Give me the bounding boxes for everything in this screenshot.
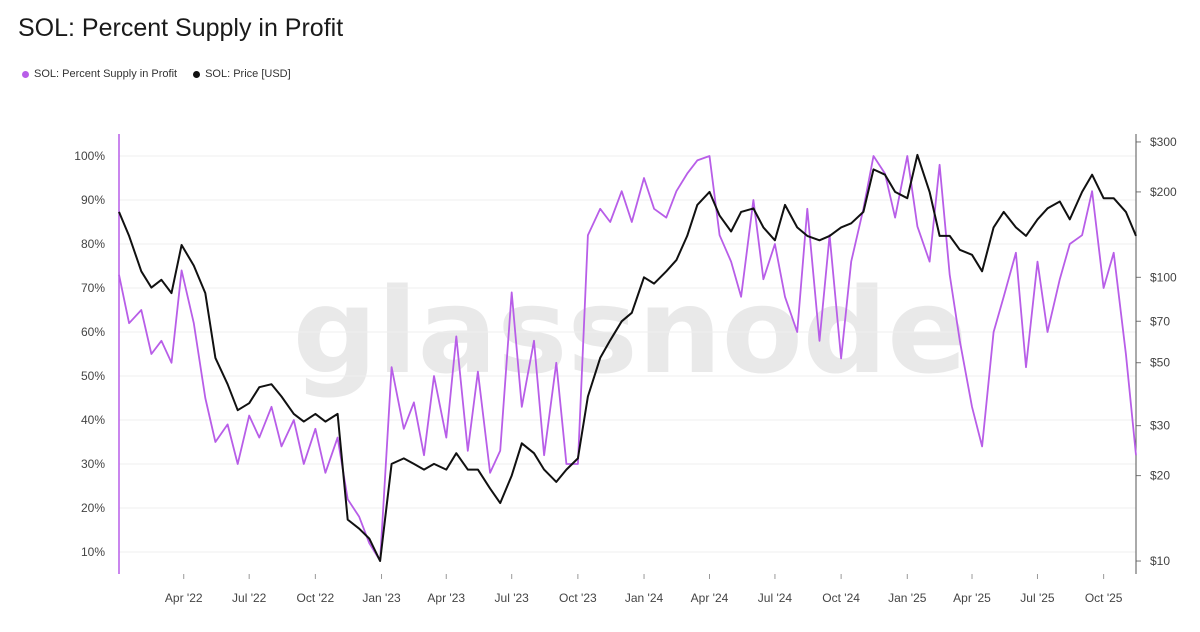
- x-tick-label: Apr '22: [165, 591, 203, 605]
- x-tick-label: Jul '22: [232, 591, 267, 605]
- x-tick-label: Jan '24: [625, 591, 664, 605]
- x-tick-label: Jul '23: [495, 591, 530, 605]
- y-right-tick-label: $200: [1150, 185, 1177, 199]
- y-right-tick-label: $30: [1150, 419, 1170, 433]
- legend-swatch-supply: [22, 70, 29, 78]
- legend-label-supply: SOL: Percent Supply in Profit: [34, 68, 178, 80]
- y-right-tick-label: $100: [1150, 270, 1177, 284]
- x-tick-label: Oct '24: [822, 591, 860, 605]
- x-tick-label: Oct '23: [559, 591, 597, 605]
- y-left-tick-label: 50%: [81, 369, 105, 383]
- x-tick-label: Apr '24: [691, 591, 729, 605]
- y-left-tick-label: 100%: [74, 149, 105, 163]
- y-left-tick-label: 70%: [81, 281, 105, 295]
- x-tick-label: Oct '25: [1085, 591, 1123, 605]
- axes: [118, 134, 1141, 579]
- chart-legend: SOL: Percent Supply in Profit SOL: Price…: [22, 68, 291, 80]
- y-right-tick-label: $10: [1150, 554, 1170, 568]
- y-left-tick-label: 40%: [81, 413, 105, 427]
- y-right-tick-label: $300: [1150, 135, 1177, 149]
- series-line-supply-in-profit: [118, 155, 1137, 562]
- x-tick-label: Jan '25: [888, 591, 927, 605]
- y-left-tick-label: 60%: [81, 325, 105, 339]
- series-layer: [118, 153, 1137, 562]
- y-left-tick-label: 80%: [81, 237, 105, 251]
- x-tick-label: Apr '23: [427, 591, 465, 605]
- y-right-tick-label: $20: [1150, 469, 1170, 483]
- y-right-tick-label: $70: [1150, 314, 1170, 328]
- watermark: glassnode: [293, 262, 968, 400]
- y-left-tick-label: 10%: [81, 545, 105, 559]
- legend-item-supply[interactable]: SOL: Percent Supply in Profit: [22, 68, 177, 80]
- x-tick-label: Jul '25: [1020, 591, 1055, 605]
- x-tick-label: Jan '23: [362, 591, 401, 605]
- legend-label-price: SOL: Price [USD]: [205, 68, 291, 80]
- tick-labels: 10% 20% 30% 40% 50% 60% 70% 80% 90% 100% $10 $20 $30…: [74, 135, 1177, 605]
- series-line-price: [118, 153, 1137, 562]
- x-tick-label: Apr '25: [953, 591, 991, 605]
- legend-swatch-price: [193, 70, 201, 78]
- grid-lines: [119, 155, 1136, 553]
- x-tick-label: Jul '24: [758, 591, 793, 605]
- x-tick-label: Oct '22: [297, 591, 335, 605]
- y-left-tick-label: 90%: [81, 193, 105, 207]
- chart-title: SOL: Percent Supply in Profit: [18, 14, 344, 42]
- y-left-tick-label: 30%: [81, 457, 105, 471]
- y-right-tick-label: $50: [1150, 356, 1170, 370]
- y-left-tick-label: 20%: [81, 501, 105, 515]
- legend-item-price[interactable]: SOL: Price [USD]: [193, 68, 291, 80]
